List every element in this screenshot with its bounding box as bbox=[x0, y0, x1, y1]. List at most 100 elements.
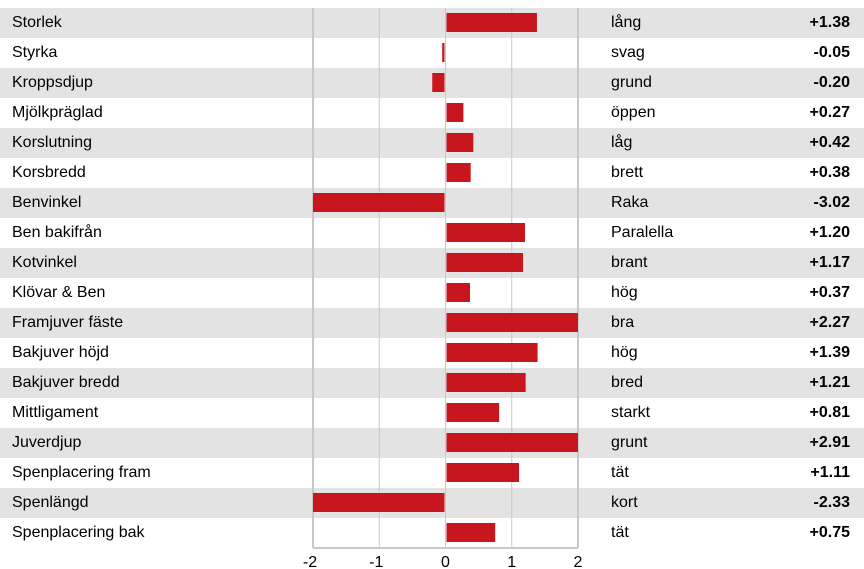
trait-descriptor: brett bbox=[611, 164, 644, 181]
value-label: +1.17 bbox=[809, 254, 850, 271]
trait-label: Benvinkel bbox=[12, 194, 82, 211]
trait-row: Styrka svag -0.05 bbox=[0, 38, 864, 68]
x-tick-label: 2 bbox=[574, 554, 583, 569]
trait-label: Kotvinkel bbox=[12, 254, 77, 271]
trait-label: Korslutning bbox=[12, 134, 93, 151]
row-shading bbox=[579, 368, 864, 398]
trait-row: Storlek lång +1.38 bbox=[0, 8, 864, 38]
value-label: +0.38 bbox=[809, 164, 850, 181]
trait-row: Korslutning låg +0.42 bbox=[0, 128, 864, 158]
trait-row: Ben bakifrån Paralella +1.20 bbox=[0, 218, 864, 248]
row-shading bbox=[579, 428, 864, 458]
value-label: +2.91 bbox=[809, 434, 850, 451]
trait-row: Juverdjup grunt +2.91 bbox=[0, 428, 864, 458]
bar bbox=[446, 283, 471, 302]
bar bbox=[446, 13, 537, 32]
row-shading bbox=[579, 308, 864, 338]
value-label: +0.37 bbox=[809, 284, 850, 301]
trait-row: Klövar & Ben hög +0.37 bbox=[0, 278, 864, 308]
row-shading bbox=[0, 368, 313, 398]
row-shading bbox=[0, 308, 313, 338]
x-tick-label: 0 bbox=[441, 554, 450, 569]
row-shading bbox=[0, 488, 313, 518]
bar bbox=[432, 73, 445, 92]
row-shading bbox=[579, 8, 864, 38]
x-tick-label: -2 bbox=[303, 554, 317, 569]
trait-descriptor: hög bbox=[611, 284, 638, 301]
value-label: -0.05 bbox=[813, 44, 850, 61]
row-shading bbox=[0, 68, 313, 98]
row-shading bbox=[0, 428, 313, 458]
bar bbox=[446, 103, 464, 122]
trait-descriptor: bred bbox=[611, 374, 644, 391]
row-shading bbox=[579, 488, 864, 518]
trait-row: Mjölkpräglad öppen +0.27 bbox=[0, 98, 864, 128]
trait-descriptor: lång bbox=[611, 14, 642, 31]
trait-row: Spenplacering fram tät +1.11 bbox=[0, 458, 864, 488]
value-label: -3.02 bbox=[813, 194, 850, 211]
trait-label: Storlek bbox=[12, 14, 62, 31]
row-shading bbox=[579, 248, 864, 278]
row-shading bbox=[579, 128, 864, 158]
trait-label: Kroppsdjup bbox=[12, 74, 93, 91]
trait-descriptor: Raka bbox=[611, 194, 649, 211]
bar bbox=[446, 163, 471, 182]
row-shading bbox=[0, 188, 313, 218]
trait-label: Framjuver fäste bbox=[12, 314, 124, 331]
bar bbox=[446, 403, 500, 422]
trait-descriptor: kort bbox=[611, 494, 638, 511]
trait-row: Spenplacering bak tät +0.75 bbox=[0, 518, 864, 548]
bar bbox=[446, 523, 496, 542]
bar bbox=[446, 373, 526, 392]
trait-descriptor: låg bbox=[611, 134, 633, 151]
trait-descriptor: brant bbox=[611, 254, 648, 271]
row-shading bbox=[0, 8, 313, 38]
value-label: +1.11 bbox=[810, 464, 850, 481]
trait-row: Korsbredd brett +0.38 bbox=[0, 158, 864, 188]
bar bbox=[446, 253, 524, 272]
bar bbox=[313, 193, 445, 212]
value-label: -0.20 bbox=[813, 74, 850, 91]
value-label: +1.20 bbox=[809, 224, 850, 241]
trait-descriptor: grund bbox=[611, 74, 652, 91]
value-label: +0.75 bbox=[809, 524, 850, 541]
trait-label: Ben bakifrån bbox=[12, 224, 102, 241]
trait-row: Mittligament starkt +0.81 bbox=[0, 398, 864, 428]
value-label: +1.39 bbox=[809, 344, 850, 361]
trait-label: Bakjuver bredd bbox=[12, 374, 120, 391]
trait-label: Juverdjup bbox=[12, 434, 82, 451]
trait-descriptor: bra bbox=[611, 314, 635, 331]
bar bbox=[446, 223, 525, 242]
bar bbox=[446, 313, 578, 332]
trait-descriptor: Paralella bbox=[611, 224, 674, 241]
trait-label: Mjölkpräglad bbox=[12, 104, 103, 121]
trait-row: Framjuver fäste bra +2.27 bbox=[0, 308, 864, 338]
value-label: +0.42 bbox=[809, 134, 850, 151]
trait-label: Mittligament bbox=[12, 404, 99, 421]
value-label: +1.38 bbox=[809, 14, 850, 31]
trait-descriptor: starkt bbox=[611, 404, 651, 421]
trait-row: Bakjuver bredd bred +1.21 bbox=[0, 368, 864, 398]
trait-row: Kotvinkel brant +1.17 bbox=[0, 248, 864, 278]
bar bbox=[313, 493, 445, 512]
value-label: +1.21 bbox=[809, 374, 850, 391]
trait-descriptor: grunt bbox=[611, 434, 648, 451]
value-label: -2.33 bbox=[813, 494, 850, 511]
bar bbox=[446, 343, 538, 362]
trait-row: Bakjuver höjd hög +1.39 bbox=[0, 338, 864, 368]
row-shading bbox=[579, 68, 864, 98]
value-label: +2.27 bbox=[809, 314, 850, 331]
x-tick-label: -1 bbox=[369, 554, 383, 569]
trait-descriptor: hög bbox=[611, 344, 638, 361]
row-shading bbox=[0, 128, 313, 158]
trait-descriptor: tät bbox=[611, 464, 629, 481]
bar bbox=[446, 433, 578, 452]
trait-label: Spenplacering bak bbox=[12, 524, 145, 541]
bar bbox=[446, 133, 474, 152]
trait-label: Bakjuver höjd bbox=[12, 344, 109, 361]
bar bbox=[446, 463, 520, 482]
trait-label: Korsbredd bbox=[12, 164, 86, 181]
trait-label: Spenlängd bbox=[12, 494, 89, 511]
row-shading bbox=[0, 248, 313, 278]
